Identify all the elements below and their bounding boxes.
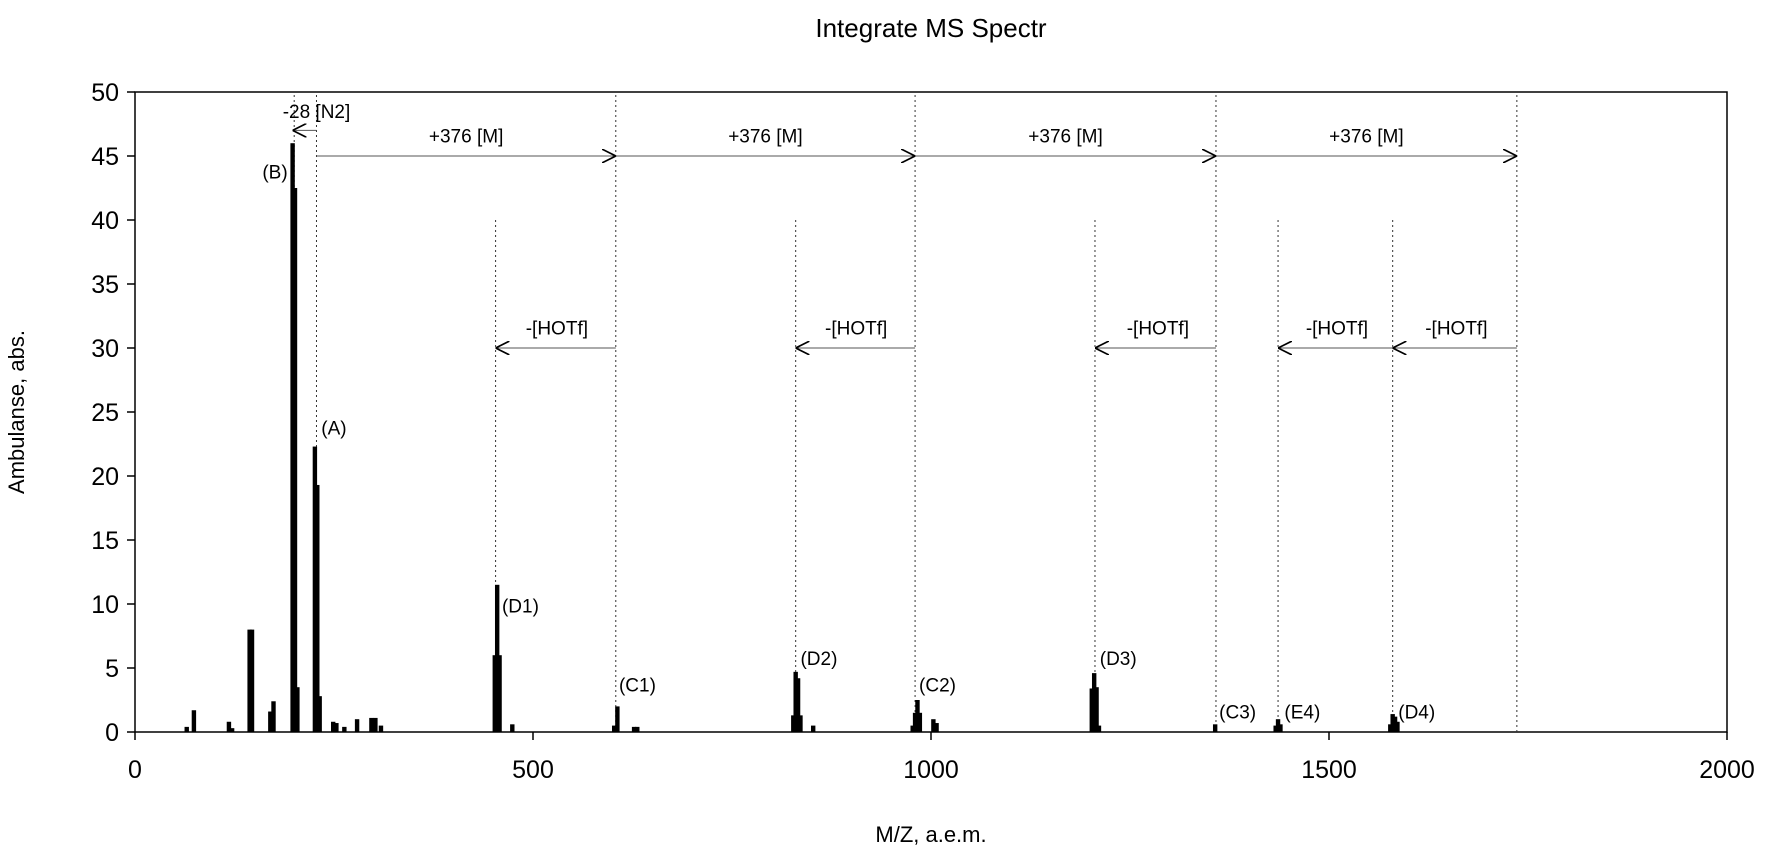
spectrum-peak [1089, 688, 1094, 732]
spectrum-peak [369, 717, 374, 732]
chart-title: Integrate MS Spectr [815, 13, 1047, 43]
x-tick-label: 0 [128, 756, 142, 784]
spectrum-peak [793, 671, 798, 732]
annotation-label: -[HOTf] [526, 319, 588, 340]
y-tick-label: 45 [91, 143, 119, 171]
spectrum-peak [1096, 725, 1102, 732]
spectrum-peak [635, 726, 640, 732]
spectrum-peak [934, 723, 939, 732]
peak-label: (B) [262, 162, 287, 183]
y-tick-label: 20 [91, 463, 119, 491]
spectrum-peak [492, 655, 497, 732]
spectrum-peak [1091, 673, 1097, 732]
spectrum-peak [510, 724, 515, 732]
spectrum-peak [1275, 719, 1281, 732]
peak-label: (E4) [1284, 703, 1320, 724]
spectrum-peak [247, 629, 252, 732]
spectrum-peak [1395, 721, 1400, 732]
peak-label: (C1) [619, 676, 656, 697]
spectrum-peak [191, 710, 197, 732]
spectrum-peak [226, 721, 232, 732]
y-tick-label: 50 [91, 79, 119, 107]
spectrum-peak [342, 726, 347, 732]
spectrum-peak [497, 655, 502, 732]
peak-label: (C2) [919, 676, 956, 697]
y-tick-label: 40 [91, 207, 119, 235]
annotation-label: +376 [M] [728, 127, 802, 148]
spectrum-peak [611, 725, 617, 732]
spectrum-peak [810, 725, 816, 732]
spectrum-peak [184, 726, 189, 732]
spectrum-peak [271, 701, 276, 732]
y-tick-label: 25 [91, 399, 119, 427]
peak-label: (A) [321, 418, 346, 439]
annotation-label: -28 [N2] [283, 102, 351, 123]
spectrum-peak [317, 696, 322, 732]
annotation-label: -[HOTf] [1425, 319, 1487, 340]
spectrum-peak [315, 484, 320, 732]
x-tick-label: 1500 [1301, 756, 1357, 784]
spectrum-peak [334, 723, 339, 732]
annotation-label: +376 [M] [429, 127, 503, 148]
spectrum-peak [268, 711, 273, 732]
x-tick-label: 1000 [903, 756, 959, 784]
spectrum-peak [931, 719, 936, 732]
annotation-label: -[HOTf] [825, 319, 887, 340]
y-tick-label: 10 [91, 591, 119, 619]
spectrum-peak [1212, 724, 1218, 732]
spectrum-peak [290, 143, 295, 732]
spectrum-peak [615, 706, 620, 732]
y-tick-label: 35 [91, 271, 119, 299]
spectrum-peak [1388, 724, 1393, 732]
spectrum-peak [910, 725, 915, 732]
y-tick-label: 5 [105, 655, 119, 683]
spectrum-peak [331, 721, 336, 732]
annotation-label: -[HOTf] [1127, 319, 1189, 340]
spectrum-peak [631, 726, 637, 732]
spectrum-peak [373, 717, 378, 732]
spectrum-peak [795, 678, 801, 732]
spectrum-peak [1278, 724, 1283, 732]
spectrum-peak [915, 700, 920, 732]
spectrum-peak [312, 446, 318, 732]
spectrum-peak [1392, 716, 1398, 732]
annotation-label: +376 [M] [1329, 127, 1403, 148]
y-tick-label: 0 [105, 719, 119, 747]
spectrum-peak [378, 725, 384, 732]
peak-label: (D4) [1398, 703, 1435, 724]
spectrum-peak [229, 728, 235, 732]
x-tick-label: 500 [512, 756, 554, 784]
x-tick-label: 2000 [1699, 756, 1755, 784]
annotation-label: +376 [M] [1028, 127, 1102, 148]
spectrum-peak [292, 188, 298, 732]
peak-label: (D1) [502, 596, 539, 617]
spectrum-peak [249, 629, 255, 732]
plot-frame [134, 91, 1728, 733]
peak-label: (D3) [1100, 649, 1137, 670]
annotation-label: -[HOTf] [1306, 319, 1368, 340]
spectrum-peak [494, 584, 500, 732]
spectrum-peak [354, 719, 360, 732]
spectrum-peak [1273, 725, 1278, 732]
peak-label: (D2) [800, 649, 837, 670]
spectrum-peak [912, 712, 918, 732]
spectrum-peak [1390, 714, 1395, 732]
y-tick-label: 15 [91, 527, 119, 555]
spectrum-peak [917, 712, 923, 732]
spectrum-peak [798, 715, 803, 732]
spectrum-peak [791, 715, 796, 732]
spectrum-peak [295, 687, 300, 732]
y-axis-label: Ambulanse, abs. [4, 330, 29, 494]
spectrum-peak [1094, 687, 1099, 732]
peak-label: (C3) [1219, 703, 1256, 724]
y-tick-label: 30 [91, 335, 119, 363]
x-axis-label: M/Z, a.e.m. [875, 822, 986, 847]
